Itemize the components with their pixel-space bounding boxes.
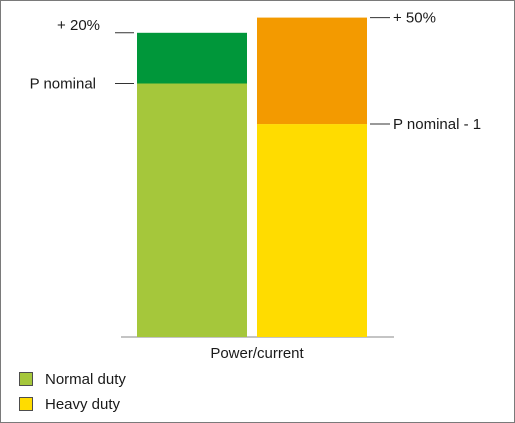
legend-item-heavy-duty: Heavy duty <box>19 395 120 413</box>
legend-swatch-heavy-duty <box>19 397 33 411</box>
annotation-p-nominal-1: P nominal - 1 <box>393 116 481 133</box>
legend-label-normal-duty: Normal duty <box>45 370 126 388</box>
annotation-20: + 20% <box>57 17 100 34</box>
bar-heavy-duty-p-nominal-1 <box>257 124 367 337</box>
bar-normal-duty-p-nominal <box>137 83 247 337</box>
legend-label-heavy-duty: Heavy duty <box>45 395 121 413</box>
legend-swatch-normal-duty <box>19 372 33 386</box>
legend-item-normal-duty: Normal duty <box>19 370 126 388</box>
bar-heavy-duty-50 <box>257 17 367 125</box>
x-axis-label: Power/current <box>210 345 304 362</box>
bar-normal-duty-20 <box>137 32 247 84</box>
annotation-50: + 50% <box>393 10 436 27</box>
annotation-p-nominal: P nominal <box>30 76 96 93</box>
